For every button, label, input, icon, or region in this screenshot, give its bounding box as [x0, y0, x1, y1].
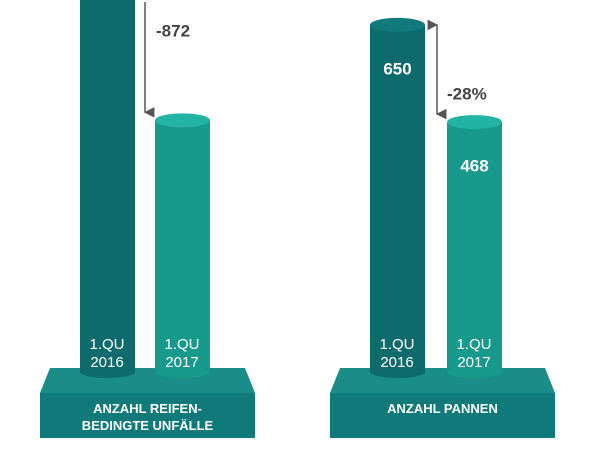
bar-cap: [370, 17, 425, 32]
annotation: -872: [156, 21, 190, 40]
bar-bottom: [155, 366, 210, 378]
data-label: 650: [383, 59, 411, 78]
data-label: 468: [460, 157, 488, 176]
category-label: 1.QU 2016: [89, 336, 125, 371]
base-front: [40, 393, 255, 438]
category-label: 1.QU 2016: [379, 336, 415, 371]
bar-bottom: [80, 366, 135, 378]
annotation: -28%: [447, 84, 487, 103]
category-label: 1.QU 2017: [164, 336, 200, 371]
bar-cap: [155, 113, 210, 128]
bar: [447, 122, 502, 372]
category-label: 1.QU 2017: [456, 336, 492, 371]
chart-title: ANZAHL PANNEN: [387, 401, 498, 416]
bar-bottom: [370, 366, 425, 378]
bar-cap: [447, 115, 502, 130]
chart-title: ANZAHL REIFEN-BEDINGTE UNFÄLLE: [81, 401, 214, 433]
bar: [370, 24, 425, 373]
base-top: [40, 368, 255, 393]
bar: [80, 0, 135, 373]
bar-bottom: [447, 366, 502, 378]
bar: [155, 120, 210, 372]
base-front: [330, 393, 555, 438]
base-top: [330, 368, 555, 393]
